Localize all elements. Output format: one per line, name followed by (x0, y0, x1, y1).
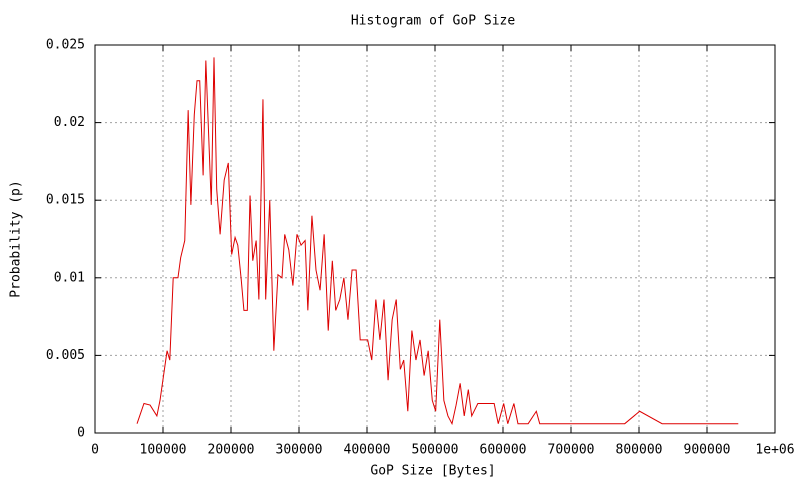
x-tick-label: 500000 (412, 443, 459, 458)
x-tick-label: 200000 (208, 443, 255, 458)
x-tick-label: 100000 (140, 443, 187, 458)
x-tick-label: 400000 (344, 443, 391, 458)
y-tick-label: 0 (77, 426, 85, 441)
x-axis-label: GoP Size [Bytes] (370, 464, 495, 479)
chart-title: Histogram of GoP Size (351, 14, 516, 29)
x-tick-label: 900000 (684, 443, 731, 458)
x-tick-label: 0 (91, 443, 99, 458)
data-line (136, 57, 739, 426)
x-tick-label: 700000 (548, 443, 595, 458)
x-tick-label: 300000 (276, 443, 323, 458)
y-tick-label: 0.01 (54, 270, 85, 285)
y-axis-label: Probability (p) (9, 180, 24, 297)
plot-border (94, 44, 776, 434)
y-tick-label: 0.02 (54, 115, 85, 130)
y-tick-label: 0.005 (46, 348, 85, 363)
x-tick-label: 600000 (480, 443, 527, 458)
y-tick-label: 0.015 (46, 193, 85, 208)
y-tick-label: 0.025 (46, 38, 85, 53)
x-tick-label: 1e+06 (755, 443, 794, 458)
x-tick-label: 800000 (616, 443, 663, 458)
